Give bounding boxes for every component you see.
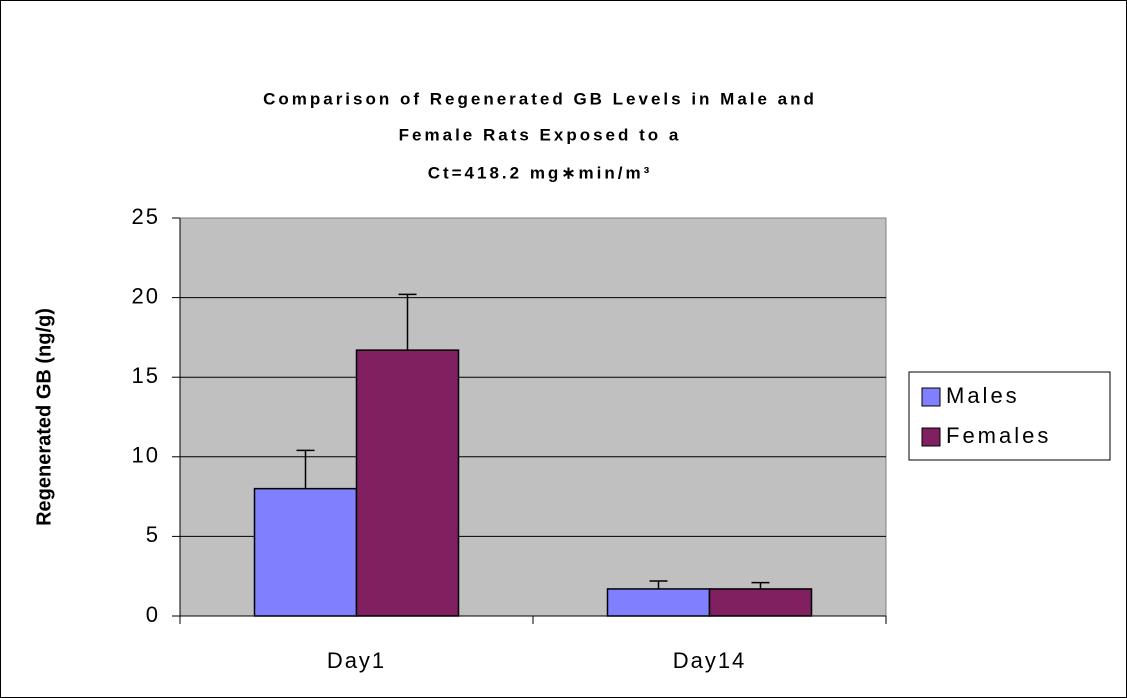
chart-title: Female Rats Exposed to a bbox=[399, 125, 682, 144]
y-tick-label: 20 bbox=[132, 283, 160, 308]
legend-swatch bbox=[921, 427, 941, 447]
legend-swatch bbox=[921, 387, 941, 407]
chart-title: Ct=418.2 mg∗min/m³ bbox=[428, 163, 653, 182]
bar bbox=[708, 588, 813, 617]
y-tick-label: 10 bbox=[132, 443, 160, 468]
y-axis-label: Regenerated GB (ng/g) bbox=[33, 308, 55, 526]
legend-label: Females bbox=[946, 423, 1051, 448]
x-tick-label: Day14 bbox=[673, 648, 747, 673]
chart-title: Comparison of Regenerated GB Levels in M… bbox=[263, 89, 817, 108]
y-tick-label: 25 bbox=[132, 204, 160, 229]
bar bbox=[355, 349, 460, 617]
legend-label: Males bbox=[946, 383, 1020, 408]
legend bbox=[908, 371, 1111, 461]
y-tick-label: 15 bbox=[132, 363, 160, 388]
y-tick-label: 0 bbox=[146, 602, 160, 627]
y-tick-label: 5 bbox=[146, 522, 160, 547]
bar bbox=[253, 487, 358, 617]
bar bbox=[606, 588, 711, 617]
x-tick-label: Day1 bbox=[327, 648, 386, 673]
